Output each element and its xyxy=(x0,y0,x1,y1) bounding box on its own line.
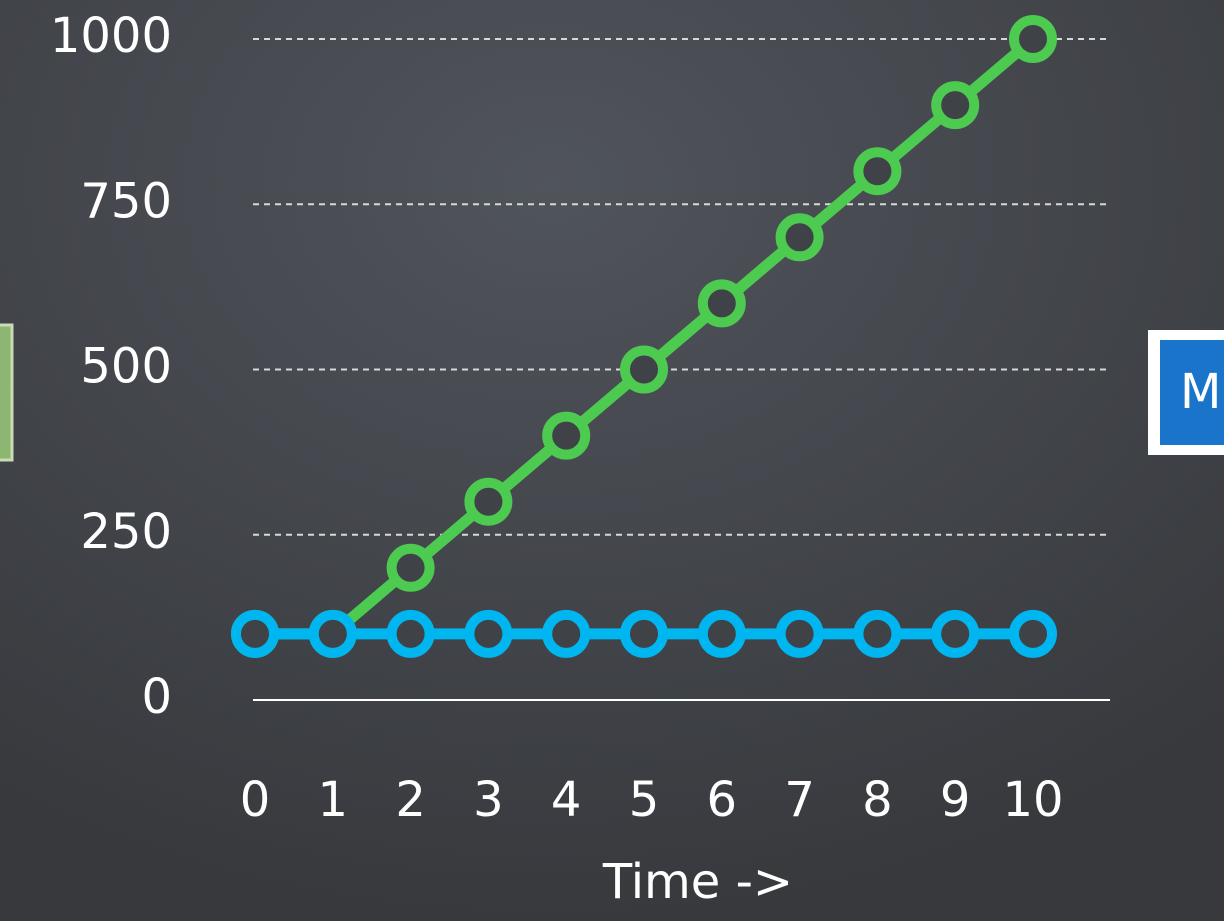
x-axis-label: Time -> xyxy=(602,854,793,910)
data-point xyxy=(542,609,591,658)
data-point xyxy=(931,609,980,658)
data-point xyxy=(697,609,746,658)
data-point xyxy=(853,609,902,658)
note-text: M xyxy=(1180,364,1221,420)
data-point xyxy=(697,279,746,328)
x-tick-label: 9 xyxy=(940,772,971,828)
data-point xyxy=(308,609,357,658)
y-tick-label: 500 xyxy=(80,339,172,395)
data-point xyxy=(853,147,902,196)
x-tick-label: 10 xyxy=(1002,772,1063,828)
data-point xyxy=(464,609,513,658)
y-tick-label: 1000 xyxy=(50,8,172,64)
x-tick-label: 8 xyxy=(862,772,893,828)
y-tick-label: 0 xyxy=(141,669,172,725)
x-tick-label: 3 xyxy=(473,772,504,828)
side-box xyxy=(0,323,14,462)
x-tick-label: 4 xyxy=(551,772,582,828)
data-point xyxy=(931,81,980,130)
y-tick-label: 250 xyxy=(80,504,172,560)
x-tick-label: 2 xyxy=(395,772,426,828)
data-point xyxy=(542,411,591,460)
x-tick-label: 6 xyxy=(707,772,738,828)
x-tick-label: 7 xyxy=(784,772,815,828)
data-point xyxy=(231,609,279,658)
data-point xyxy=(464,477,513,526)
data-point xyxy=(386,543,435,592)
x-tick-label: 5 xyxy=(629,772,660,828)
y-tick-label: 750 xyxy=(80,173,172,229)
note-box xyxy=(1160,340,1224,445)
data-point xyxy=(1009,609,1057,658)
x-tick-label: 1 xyxy=(318,772,349,828)
data-point xyxy=(620,345,668,394)
data-point xyxy=(386,609,435,658)
data-point xyxy=(620,609,668,658)
data-point xyxy=(775,213,824,262)
x-tick-label: 0 xyxy=(240,772,271,828)
data-point xyxy=(1009,15,1057,63)
data-point xyxy=(775,609,824,658)
